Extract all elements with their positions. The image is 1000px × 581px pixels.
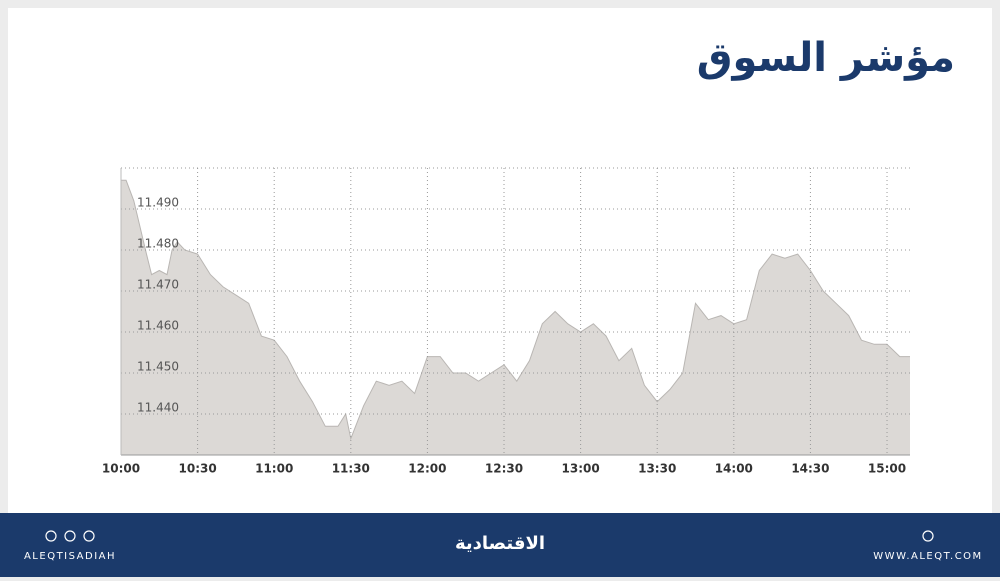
x-tick-label: 15:00 [868, 462, 906, 476]
y-tick-label: 11.470 [137, 278, 179, 292]
icon [45, 530, 57, 542]
x-tick-label: 12:30 [485, 462, 523, 476]
y-tick-label: 11.450 [137, 360, 179, 374]
x-tick-label: 14:00 [715, 462, 753, 476]
icon [64, 530, 76, 542]
y-tick-label: 11.490 [137, 196, 179, 210]
footer-handle: ALEQTISADIAH [24, 551, 116, 562]
x-tick-label: 10:00 [102, 462, 140, 476]
x-tick-label: 11:00 [255, 462, 293, 476]
area [121, 180, 910, 456]
footer-logo: الاقتصادية [455, 533, 545, 554]
x-tick-label: 11:30 [332, 462, 370, 476]
x-tick-label: 10:30 [179, 462, 217, 476]
footer-bar [0, 513, 1000, 577]
x-tick-label: 14:30 [791, 462, 829, 476]
icon [922, 530, 934, 542]
x-tick-label: 12:00 [408, 462, 446, 476]
x-tick-label: 13:30 [638, 462, 676, 476]
y-tick-label: 11.440 [137, 401, 179, 415]
line [121, 179, 910, 441]
y-tick-label: 11.460 [137, 319, 179, 333]
footer-website: WWW.ALEQT.COM [873, 551, 982, 562]
icon [83, 530, 95, 542]
y-tick-label: 11.480 [137, 237, 179, 251]
social-icons [45, 530, 934, 542]
plot: 11.440 11.450 11.460 11.470 11.480 11.490 10:0… [102, 167, 910, 476]
x-tick-label: 13:00 [562, 462, 600, 476]
chart-title: مؤشر السوق [697, 35, 955, 81]
